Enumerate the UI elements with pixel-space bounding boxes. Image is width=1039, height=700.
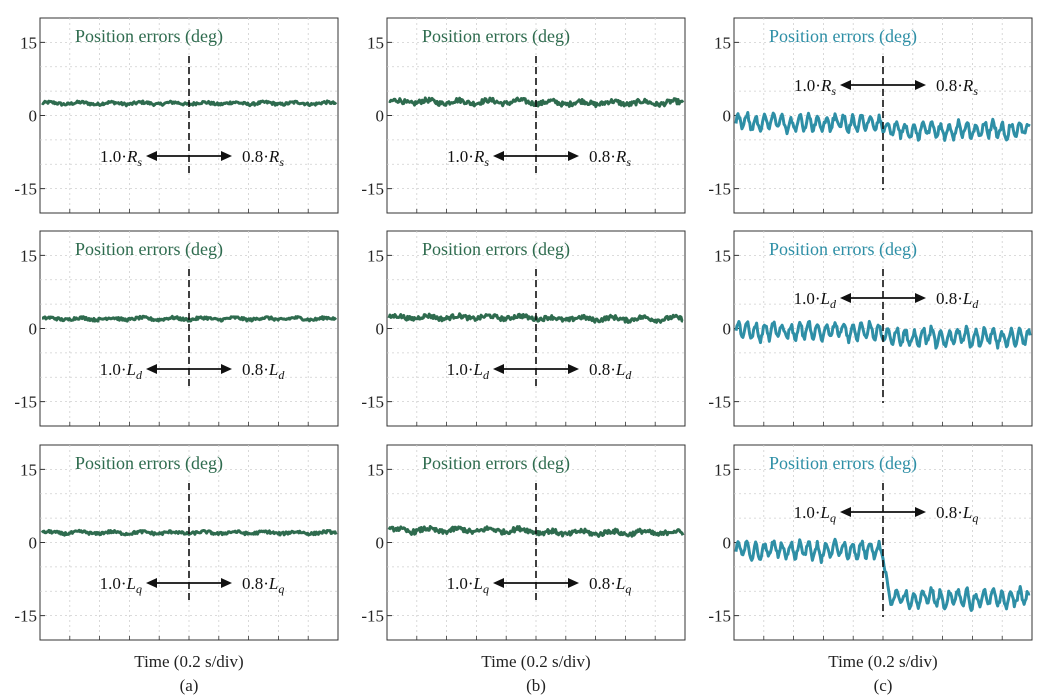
x-axis-label: Time (0.2 s/div) xyxy=(828,652,937,671)
arrow-left-icon xyxy=(146,364,157,374)
y-tick-label: 0 xyxy=(29,534,38,553)
y-tick-label: 15 xyxy=(20,246,37,265)
panel-r1-c2: 15 0 -15 Position errors (deg) 1.0·Ld 0.8·Ld xyxy=(708,230,1033,427)
y-tick-label: -15 xyxy=(708,607,731,626)
x-axis-label: Time (0.2 s/div) xyxy=(481,652,590,671)
panel-title: Position errors (deg) xyxy=(769,453,917,474)
param-label-before: 1.0·Rs xyxy=(447,147,489,169)
arrow-left-icon xyxy=(146,151,157,161)
panel-r2-c1: 15 0 -15 Position errors (deg) 1.0·Lq 0.8·Lq xyxy=(361,444,686,641)
y-tick-label: 15 xyxy=(714,246,731,265)
arrow-right-icon xyxy=(568,578,579,588)
arrow-left-icon xyxy=(840,80,851,90)
arrow-left-icon xyxy=(840,293,851,303)
y-tick-label: -15 xyxy=(14,607,37,626)
param-label-before: 1.0·Rs xyxy=(794,76,836,98)
panel-title: Position errors (deg) xyxy=(769,26,917,47)
y-tick-label: 15 xyxy=(20,33,37,52)
arrow-right-icon xyxy=(221,151,232,161)
subfigure-label: (b) xyxy=(526,676,546,695)
series-line-position-error xyxy=(734,537,1031,612)
panel-title: Position errors (deg) xyxy=(422,453,570,474)
y-tick-label: -15 xyxy=(14,393,37,412)
y-tick-label: 0 xyxy=(376,534,385,553)
param-label-after: 0.8·Ld xyxy=(589,360,632,382)
arrow-right-icon xyxy=(221,364,232,374)
y-tick-label: 0 xyxy=(376,107,385,126)
y-tick-label: 0 xyxy=(376,320,385,339)
param-label-before: 1.0·Lq xyxy=(100,574,142,596)
arrow-left-icon xyxy=(146,578,157,588)
y-tick-label: 15 xyxy=(367,460,384,479)
panel-r1-c1: 15 0 -15 Position errors (deg) 1.0·Ld 0.8·Ld xyxy=(361,230,686,427)
y-tick-label: 15 xyxy=(367,33,384,52)
y-tick-label: 15 xyxy=(367,246,384,265)
y-tick-label: 15 xyxy=(20,460,37,479)
subfigure-label: (c) xyxy=(874,676,893,695)
y-tick-label: 0 xyxy=(723,534,732,553)
param-label-after: 0.8·Rs xyxy=(242,147,284,169)
arrow-right-icon xyxy=(221,578,232,588)
param-label-after: 0.8·Lq xyxy=(242,574,284,596)
y-tick-label: 0 xyxy=(723,107,732,126)
panel-title: Position errors (deg) xyxy=(422,26,570,47)
y-tick-label: 0 xyxy=(29,107,38,126)
y-tick-label: -15 xyxy=(361,393,384,412)
param-label-before: 1.0·Ld xyxy=(100,360,143,382)
param-label-before: 1.0·Rs xyxy=(100,147,142,169)
panel-r0-c1: 15 0 -15 Position errors (deg) 1.0·Rs 0.8·Rs xyxy=(361,17,686,214)
arrow-right-icon xyxy=(915,80,926,90)
panel-title: Position errors (deg) xyxy=(75,239,223,260)
series-line-position-error xyxy=(40,528,338,537)
panel-title: Position errors (deg) xyxy=(422,239,570,260)
panel-r2-c0: 15 0 -15 Position errors (deg) 1.0·Lq 0.8·Lq xyxy=(14,444,339,641)
param-label-before: 1.0·Lq xyxy=(794,503,836,525)
param-label-before: 1.0·Lq xyxy=(447,574,489,596)
x-axis-label: Time (0.2 s/div) xyxy=(134,652,243,671)
panel-r0-c0: 15 0 -15 Position errors (deg) 1.0·Rs 0.8·Rs xyxy=(14,17,339,214)
series-line-position-error xyxy=(734,111,1031,142)
panel-r1-c0: 15 0 -15 Position errors (deg) 1.0·Ld 0.8·Ld xyxy=(14,230,339,427)
panel-title: Position errors (deg) xyxy=(75,26,223,47)
arrow-left-icon xyxy=(493,151,504,161)
param-label-before: 1.0·Ld xyxy=(794,289,837,311)
param-label-before: 1.0·Ld xyxy=(447,360,490,382)
y-tick-label: -15 xyxy=(708,180,731,199)
panel-title: Position errors (deg) xyxy=(75,453,223,474)
panel-r2-c2: 15 0 -15 Position errors (deg) 1.0·Lq 0.8·Lq xyxy=(708,444,1033,641)
y-tick-label: -15 xyxy=(361,607,384,626)
arrow-left-icon xyxy=(840,507,851,517)
param-label-after: 0.8·Ld xyxy=(242,360,285,382)
panel-r0-c2: 15 0 -15 Position errors (deg) 1.0·Rs 0.8·Rs xyxy=(708,17,1033,214)
subfigure-label: (a) xyxy=(180,676,199,695)
param-label-after: 0.8·Rs xyxy=(936,76,978,98)
arrow-right-icon xyxy=(915,293,926,303)
param-label-after: 0.8·Ld xyxy=(936,289,979,311)
param-label-after: 0.8·Lq xyxy=(936,503,978,525)
param-label-after: 0.8·Lq xyxy=(589,574,631,596)
arrow-left-icon xyxy=(493,364,504,374)
y-tick-label: 0 xyxy=(723,320,732,339)
arrow-right-icon xyxy=(568,151,579,161)
panel-title: Position errors (deg) xyxy=(769,239,917,260)
y-tick-label: -15 xyxy=(14,180,37,199)
y-tick-label: -15 xyxy=(361,180,384,199)
y-tick-label: 15 xyxy=(714,33,731,52)
arrow-right-icon xyxy=(568,364,579,374)
y-tick-label: 15 xyxy=(714,460,731,479)
arrow-left-icon xyxy=(493,578,504,588)
arrow-right-icon xyxy=(915,507,926,517)
y-tick-label: -15 xyxy=(708,393,731,412)
param-label-after: 0.8·Rs xyxy=(589,147,631,169)
y-tick-label: 0 xyxy=(29,320,38,339)
